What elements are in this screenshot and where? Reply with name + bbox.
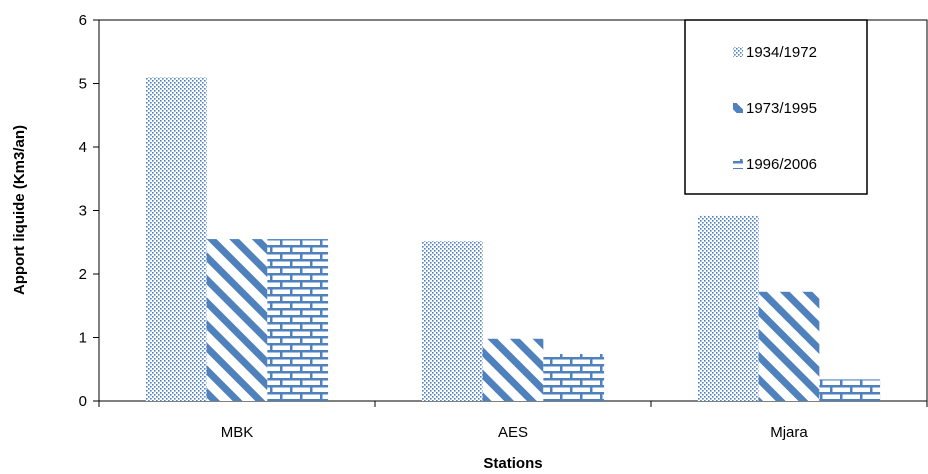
legend-swatch-1973-1995	[733, 103, 743, 113]
bar-1934-1972-Mjara	[697, 215, 759, 401]
y-tick-label: 4	[79, 139, 87, 156]
bars-group	[145, 77, 881, 402]
y-tick-label: 1	[79, 330, 87, 347]
y-axis: 0 1 2 3 4 5 6	[79, 12, 99, 410]
bar-1973-1995-AES	[482, 338, 544, 401]
x-axis-title: Stations	[483, 455, 542, 472]
legend-swatch-1996-2006	[733, 159, 743, 169]
y-tick-label: 2	[79, 266, 87, 283]
bar-1996-2006-MBK	[267, 239, 329, 401]
y-tick-label: 0	[79, 393, 87, 410]
legend-box	[684, 19, 868, 195]
x-tick-label: AES	[498, 424, 528, 441]
y-tick-label: 3	[79, 203, 87, 220]
x-axis: MBK AES Mjara	[98, 401, 928, 441]
y-tick-label: 6	[79, 12, 87, 29]
legend-label: 1934/1972	[746, 44, 817, 61]
x-tick-label: Mjara	[770, 424, 808, 441]
legend: 1934/1972 1973/1995 1996/2006	[684, 19, 868, 195]
bar-1934-1972-MBK	[145, 77, 207, 402]
y-axis-title: Apport liquide (Km3/an)	[11, 125, 28, 295]
bar-1996-2006-AES	[543, 354, 605, 401]
bar-1973-1995-MBK	[206, 239, 268, 401]
bar-1973-1995-Mjara	[758, 291, 820, 401]
bar-1996-2006-Mjara	[819, 379, 881, 401]
bar-1934-1972-AES	[421, 240, 483, 401]
y-tick-label: 5	[79, 76, 87, 93]
x-tick-label: MBK	[221, 424, 254, 441]
legend-label: 1996/2006	[746, 156, 817, 173]
legend-swatch-1934-1972	[733, 47, 743, 57]
legend-label: 1973/1995	[746, 100, 817, 117]
